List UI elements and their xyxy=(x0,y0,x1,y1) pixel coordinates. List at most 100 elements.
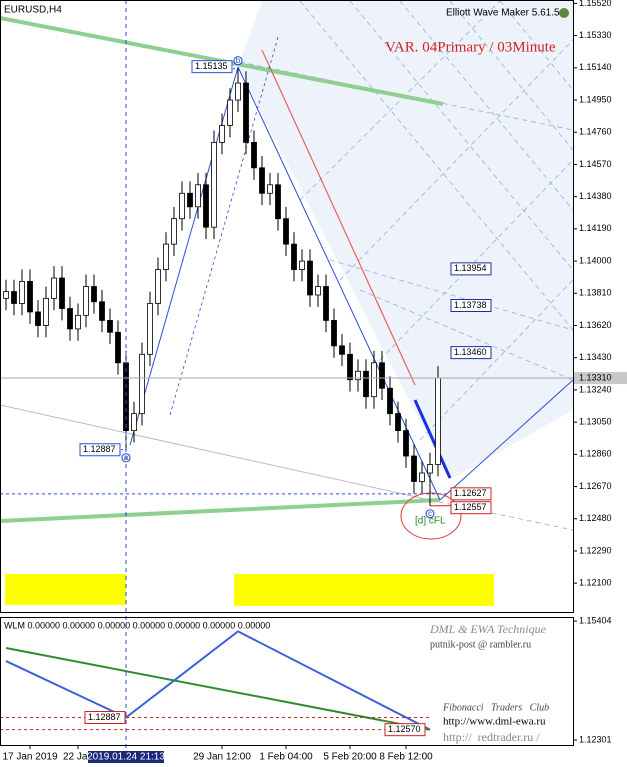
crosshair-label: 2019.01.24 21:13 xyxy=(87,752,165,763)
projection-line xyxy=(413,399,452,479)
y-tick-label: 1.13810 xyxy=(579,288,612,298)
credit: http:// redtrader.ru / xyxy=(443,730,540,744)
y-tick-label: 1.14000 xyxy=(579,255,612,265)
indicator-line xyxy=(5,630,431,731)
candle-body xyxy=(211,142,217,228)
price-box xyxy=(191,60,233,74)
candle-body xyxy=(203,184,209,228)
y-tick-label: 1.12301 xyxy=(579,734,612,744)
candle-body xyxy=(363,370,369,398)
candle-body xyxy=(251,142,257,169)
x-tick-label: 29 Jan 12:00 xyxy=(193,752,251,763)
y-tick-label: 1.15520 xyxy=(579,0,612,8)
candle-body xyxy=(323,286,329,321)
x-tick-label: 5 Feb 20:00 xyxy=(323,752,377,763)
target-label: [d] cFL xyxy=(415,516,446,527)
candle-body xyxy=(147,303,153,355)
credit: http://www.dml-ewa.ru xyxy=(443,716,546,728)
main-frame xyxy=(0,0,574,613)
target-circle xyxy=(400,492,462,540)
candle-body xyxy=(139,353,145,415)
candle-body xyxy=(371,362,377,398)
candle-body xyxy=(19,281,25,304)
y-tick-label: 1.15404 xyxy=(579,615,612,625)
y-tick-label: 1.12670 xyxy=(579,481,612,491)
y-tick-label: 1.15330 xyxy=(579,30,612,40)
candle-body xyxy=(155,269,161,304)
price-box xyxy=(84,711,126,725)
candle-body xyxy=(395,413,401,432)
indicator-title: WLM 0.00000 0.00000 0.00000 0.00000 0.00… xyxy=(4,620,270,630)
candle-body xyxy=(43,297,49,326)
price-label: 1.12887 xyxy=(83,444,116,454)
candle-body xyxy=(59,277,65,309)
fib-line xyxy=(261,49,416,386)
candle-body xyxy=(51,277,57,299)
price-box xyxy=(450,262,492,276)
candle-body xyxy=(35,311,41,326)
y-tick-label: 1.12290 xyxy=(579,545,612,555)
candle-body xyxy=(355,370,361,381)
candle-body xyxy=(115,331,121,364)
fib-area xyxy=(238,1,573,480)
candle-body xyxy=(163,243,169,270)
wave-label: (c) xyxy=(425,509,435,518)
x-tick-label: 17 Jan 2019 xyxy=(2,752,57,763)
lower-frame xyxy=(0,617,574,746)
y-tick-label: 1.13430 xyxy=(579,352,612,362)
price-box xyxy=(384,723,426,737)
candle-body xyxy=(387,387,393,415)
candle-body xyxy=(259,167,265,194)
crosshair-box xyxy=(88,751,164,763)
candle-body xyxy=(11,291,17,304)
candle-body xyxy=(339,345,345,355)
y-tick-label: 1.14190 xyxy=(579,223,612,233)
y-tick-label: 1.14380 xyxy=(579,191,612,201)
price-box xyxy=(450,487,492,501)
candle-body xyxy=(403,430,409,457)
candle-body xyxy=(435,377,441,465)
price-box xyxy=(450,501,492,515)
candle-body xyxy=(27,281,33,313)
candle-body xyxy=(187,192,193,208)
x-tick-label: 22 Jan xyxy=(63,752,93,763)
time-zone xyxy=(234,574,494,606)
time-zone xyxy=(5,574,126,605)
trend-line xyxy=(0,498,441,523)
candle-body xyxy=(331,320,337,347)
candle-body xyxy=(83,286,89,316)
candle-body xyxy=(235,82,241,101)
candle-body xyxy=(3,291,9,299)
candle-body xyxy=(307,260,313,296)
candle-body xyxy=(131,413,137,432)
price-label: 1.12887 xyxy=(88,712,121,722)
price-label: 1.12570 xyxy=(388,724,421,734)
price-label: 1.12557 xyxy=(454,502,487,512)
candle-body xyxy=(379,362,385,389)
y-tick-label: 1.14760 xyxy=(579,127,612,137)
candle-body xyxy=(91,286,97,303)
candle-body xyxy=(291,243,297,270)
channel-line xyxy=(439,379,574,501)
price-label: 1.13738 xyxy=(454,300,487,310)
wave-marker xyxy=(425,509,435,519)
candle-body xyxy=(243,82,249,143)
y-tick-label: 1.13050 xyxy=(579,417,612,427)
candle-body xyxy=(195,184,201,208)
candle-body xyxy=(171,218,177,245)
current-price-label: 1.13310 xyxy=(579,372,612,382)
trend-line xyxy=(0,404,431,501)
candle-body xyxy=(427,464,433,474)
candle-body xyxy=(179,192,185,220)
y-tick-label: 1.14570 xyxy=(579,159,612,169)
candle-body xyxy=(107,320,113,333)
credit: Fibonacci Traders Club xyxy=(442,702,549,713)
candle-body xyxy=(411,455,417,482)
candle-body xyxy=(275,184,281,220)
y-tick-label: 1.13620 xyxy=(579,320,612,330)
y-tick-label: 1.15140 xyxy=(579,62,612,72)
x-tick-label: 1 Feb 04:00 xyxy=(259,752,313,763)
current-price-box xyxy=(574,372,627,385)
indicator-name: Elliott Wave Maker 5.61.5 xyxy=(446,8,560,19)
